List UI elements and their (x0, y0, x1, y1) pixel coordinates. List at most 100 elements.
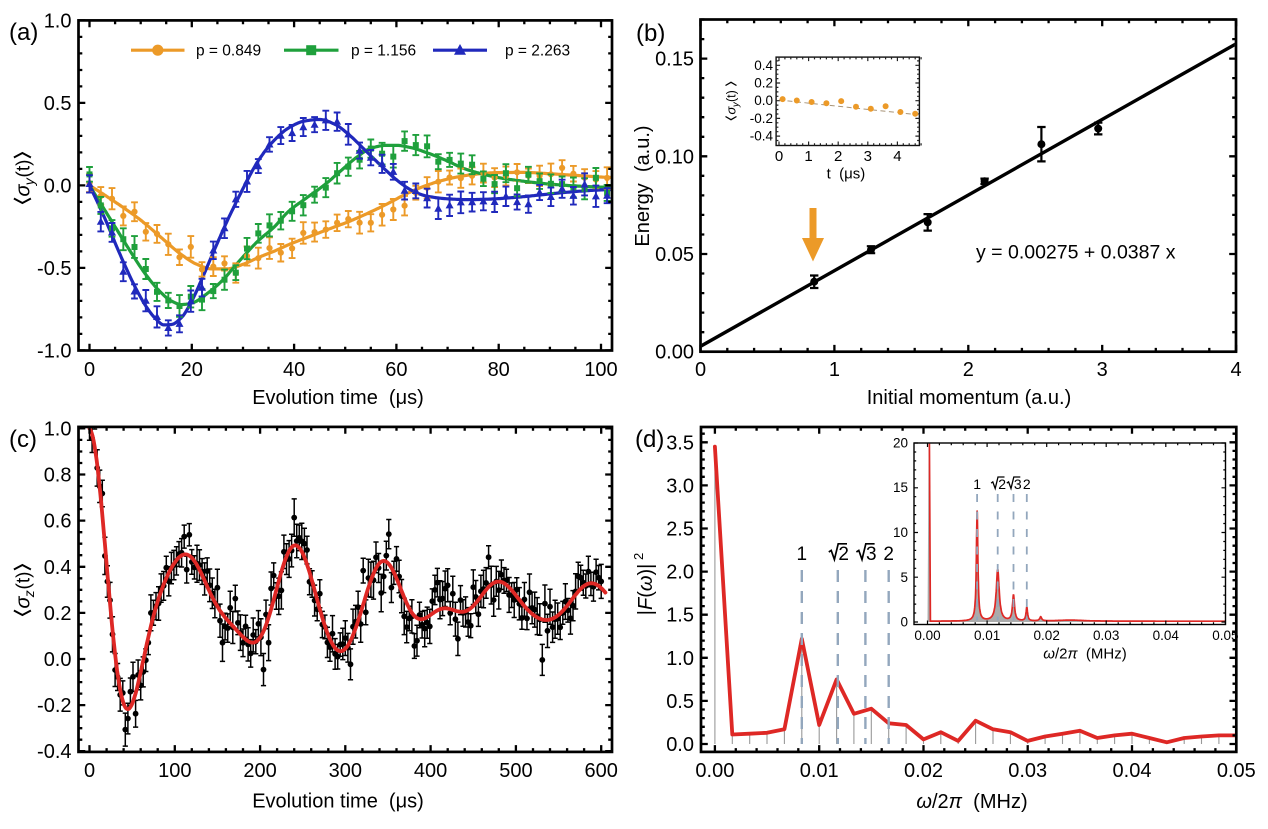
svg-text:0.2: 0.2 (44, 603, 72, 625)
svg-text:1: 1 (829, 359, 840, 381)
svg-text:5: 5 (900, 570, 908, 585)
svg-text:0.8: 0.8 (44, 465, 72, 487)
svg-text:(d): (d) (635, 426, 664, 453)
svg-text:0.15: 0.15 (655, 49, 694, 71)
svg-text:0.6: 0.6 (44, 511, 72, 533)
svg-text:3: 3 (866, 544, 877, 565)
svg-text:20: 20 (181, 359, 203, 381)
svg-text:0.01: 0.01 (974, 628, 1000, 643)
svg-text:3.0: 3.0 (666, 475, 694, 497)
svg-text:200: 200 (243, 760, 276, 782)
svg-text:Evolution time (μs): Evolution time (μs) (252, 791, 424, 813)
svg-text:0.01: 0.01 (800, 760, 839, 782)
svg-text:0.05: 0.05 (1212, 628, 1238, 643)
svg-text:(t): (t) (13, 160, 34, 178)
svg-text:Evolution time (μs): Evolution time (μs) (252, 387, 424, 409)
svg-text:0.04: 0.04 (1153, 628, 1180, 643)
svg-text:0.02: 0.02 (904, 760, 943, 782)
svg-text:σ: σ (12, 596, 34, 609)
svg-text:40: 40 (283, 359, 305, 381)
svg-text:0.03: 0.03 (1008, 760, 1047, 782)
svg-text:2: 2 (998, 476, 1006, 492)
svg-text:ω/2π (MHz): ω/2π (MHz) (1043, 646, 1126, 663)
svg-text:0.10: 0.10 (655, 146, 694, 168)
svg-text:0.03: 0.03 (1093, 628, 1119, 643)
svg-text:3.5: 3.5 (666, 432, 694, 454)
svg-text:0: 0 (84, 359, 95, 381)
svg-text:(b): (b) (636, 20, 665, 47)
svg-text:σ: σ (12, 184, 34, 197)
svg-text:2.0: 2.0 (666, 562, 694, 584)
svg-text:2: 2 (883, 544, 894, 565)
svg-text:400: 400 (414, 760, 447, 782)
svg-text:-0.4: -0.4 (750, 129, 774, 144)
svg-text:1.5: 1.5 (666, 605, 694, 627)
svg-text:0.00: 0.00 (695, 760, 734, 782)
svg-text:4: 4 (1231, 359, 1242, 381)
svg-text:1: 1 (797, 544, 808, 565)
svg-text:0: 0 (775, 148, 783, 165)
svg-text:2.5: 2.5 (666, 519, 694, 541)
svg-text:0.0: 0.0 (44, 649, 72, 671)
svg-text:-0.2: -0.2 (37, 695, 71, 717)
svg-text:z: z (21, 590, 37, 598)
svg-text:2: 2 (963, 359, 974, 381)
svg-text:600: 600 (585, 760, 618, 782)
svg-text:1: 1 (973, 476, 981, 492)
svg-text:300: 300 (329, 760, 362, 782)
svg-text:100: 100 (584, 359, 617, 381)
svg-text:-0.5: -0.5 (37, 258, 71, 280)
svg-text:y: y (731, 101, 742, 108)
svg-text:0.4: 0.4 (44, 557, 72, 579)
svg-text:Initial momentum (a.u.): Initial momentum (a.u.) (867, 387, 1072, 409)
svg-text:0.0: 0.0 (754, 93, 773, 108)
svg-text:y = 0.00275 + 0.0387 x: y = 0.00275 + 0.0387 x (976, 242, 1176, 264)
svg-text:0: 0 (695, 359, 706, 381)
svg-text:(a): (a) (9, 19, 38, 46)
svg-text:|F(ω)| 2: |F(ω)| 2 (631, 553, 657, 615)
svg-text:0.04: 0.04 (1113, 760, 1152, 782)
svg-text:0.5: 0.5 (44, 93, 72, 115)
svg-text:0.2: 0.2 (754, 76, 773, 91)
svg-text:(t): (t) (13, 572, 34, 590)
svg-text:20: 20 (893, 436, 908, 451)
svg-text:1.0: 1.0 (44, 418, 72, 440)
svg-text:0: 0 (84, 760, 95, 782)
svg-text:0: 0 (900, 615, 908, 630)
svg-text:y: y (21, 177, 37, 186)
svg-text:4: 4 (893, 148, 901, 165)
svg-text:2: 2 (834, 148, 842, 165)
svg-text:2: 2 (838, 544, 849, 565)
svg-text:60: 60 (385, 359, 407, 381)
svg-text:2: 2 (1023, 476, 1031, 492)
svg-text:100: 100 (158, 760, 191, 782)
svg-text:-1.0: -1.0 (37, 340, 71, 362)
svg-text:3: 3 (864, 148, 872, 165)
svg-text:1.0: 1.0 (44, 10, 72, 32)
svg-text:-0.2: -0.2 (750, 111, 773, 126)
svg-text:0.05: 0.05 (1217, 760, 1256, 782)
svg-text:10: 10 (893, 525, 908, 540)
svg-text:(t): (t) (725, 90, 739, 102)
svg-text:80: 80 (488, 359, 510, 381)
svg-text:15: 15 (893, 480, 908, 495)
svg-text:0.00: 0.00 (914, 628, 940, 643)
svg-text:Energy (a.u.): Energy (a.u.) (632, 125, 654, 246)
svg-text:1.0: 1.0 (666, 648, 694, 670)
svg-text:p = 0.849: p = 0.849 (196, 43, 261, 60)
svg-text:3: 3 (1014, 476, 1022, 492)
svg-text:0.02: 0.02 (1034, 628, 1060, 643)
svg-text:(c): (c) (9, 426, 37, 453)
svg-text:500: 500 (499, 760, 532, 782)
svg-text:0.0: 0.0 (44, 175, 72, 197)
svg-text:ω/2π (MHz): ω/2π (MHz) (916, 791, 1027, 813)
svg-text:3: 3 (1097, 359, 1108, 381)
svg-text:σ: σ (724, 106, 739, 115)
svg-text:0.4: 0.4 (754, 58, 773, 73)
svg-text:0.05: 0.05 (655, 244, 694, 266)
svg-text:1: 1 (804, 148, 812, 165)
svg-text:p = 1.156: p = 1.156 (351, 43, 416, 60)
svg-text:t (μs): t (μs) (827, 166, 866, 183)
svg-text:0.5: 0.5 (666, 691, 694, 713)
svg-text:-0.4: -0.4 (37, 741, 71, 763)
